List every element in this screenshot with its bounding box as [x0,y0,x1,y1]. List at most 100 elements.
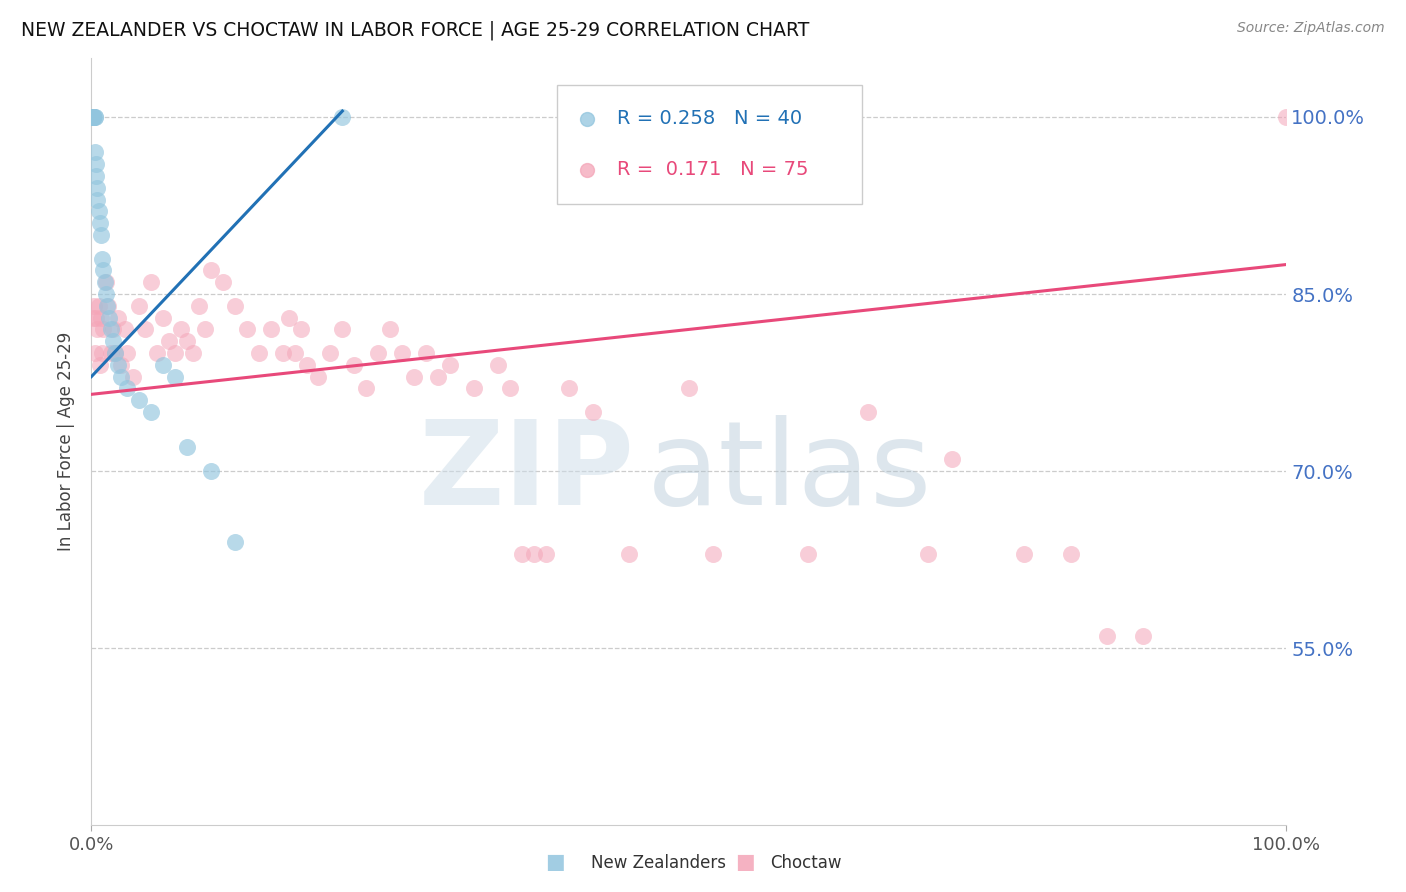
Point [141,405,162,419]
Point [181,346,204,360]
Point [582,405,605,419]
Point [82,110,104,124]
Point [91,252,114,266]
Point [378,322,402,336]
Y-axis label: In Labor Force | Age 25-29: In Labor Force | Age 25-29 [58,332,76,551]
Point [101,334,124,349]
Point [354,381,377,395]
Point [84,346,107,360]
Point [619,547,641,561]
Point [702,547,724,561]
Point [332,110,354,124]
Point [97,299,120,313]
Point [86,181,108,195]
Point [576,203,599,218]
Point [82,110,104,124]
Text: New Zealanders: New Zealanders [591,855,725,872]
Point [176,441,198,455]
Point [82,110,104,124]
Point [107,358,129,372]
Text: atlas: atlas [647,415,932,530]
Point [295,358,318,372]
Point [152,358,174,372]
Point [110,369,132,384]
Text: Choctaw: Choctaw [770,855,842,872]
Point [128,393,150,408]
Point [90,227,112,242]
Point [211,275,233,289]
Text: ■: ■ [546,853,565,872]
Point [284,346,307,360]
Point [98,310,121,325]
Point [200,263,222,277]
Point [200,464,222,478]
Point [426,369,449,384]
Point [367,346,389,360]
Point [134,322,156,336]
Point [84,169,107,183]
Point [89,216,111,230]
Point [146,346,169,360]
Point [86,322,108,336]
Point [82,310,104,325]
Point [100,346,122,360]
Point [319,346,342,360]
Point [523,547,546,561]
Point [91,346,114,360]
Point [84,110,107,124]
Point [163,369,186,384]
Point [917,547,939,561]
Point [128,299,150,313]
Point [141,275,162,289]
Point [307,369,329,384]
Point [439,358,461,372]
Point [100,322,122,336]
Point [110,358,132,372]
FancyBboxPatch shape [558,85,862,203]
Point [404,369,426,384]
Point [84,310,107,325]
Point [86,193,108,207]
Point [101,322,124,336]
Point [941,452,963,467]
Point [152,310,174,325]
Point [271,346,294,360]
Point [82,110,104,124]
Point [332,322,354,336]
Point [82,110,104,124]
Point [463,381,485,395]
Point [187,299,211,313]
Point [115,381,138,395]
Point [856,405,880,419]
Point [235,322,259,336]
Point [93,275,115,289]
Point [82,110,104,124]
Point [1060,547,1083,561]
Point [82,110,104,124]
Text: Source: ZipAtlas.com: Source: ZipAtlas.com [1237,21,1385,35]
Point [391,346,413,360]
Point [415,346,437,360]
Point [1097,629,1119,643]
Point [87,299,110,313]
Point [93,263,114,277]
Point [224,299,246,313]
Point [576,282,599,296]
Point [84,157,107,171]
Point [290,322,312,336]
Point [277,310,299,325]
Point [89,358,111,372]
Point [157,334,180,349]
Point [93,322,114,336]
Point [94,275,117,289]
Point [82,110,104,124]
Point [82,110,104,124]
Point [115,346,138,360]
Point [84,110,107,124]
Text: ZIP: ZIP [419,415,636,530]
Point [90,310,112,325]
Point [122,369,145,384]
Point [247,346,270,360]
Point [96,299,118,313]
Point [107,310,129,325]
